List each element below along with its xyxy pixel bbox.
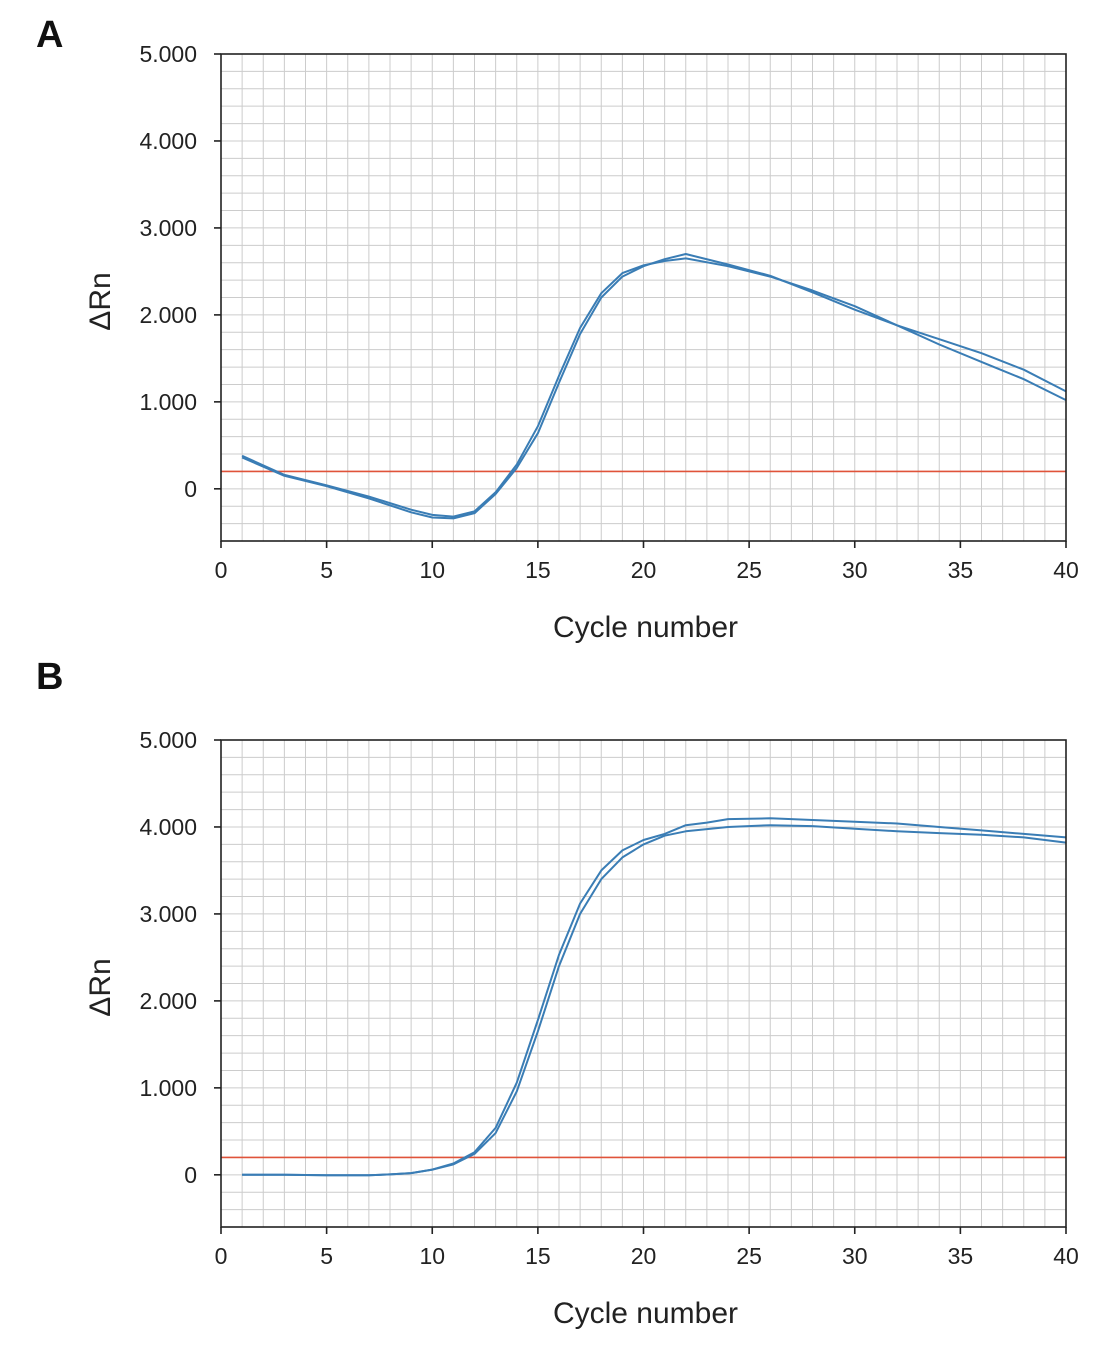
x-axis-title: Cycle number xyxy=(553,1297,738,1330)
y-tick-label: 1.000 xyxy=(139,389,197,415)
chart-a: 0 5 10 15 20 25 30 35 40 5.000 4.000 3.000 2.000 1.00… xyxy=(84,41,1079,644)
y-tick-label: 3.000 xyxy=(139,901,197,927)
x-axis-title: Cycle number xyxy=(553,611,738,644)
series-line-1 xyxy=(241,257,1067,518)
y-tick-label: 2.000 xyxy=(139,988,197,1014)
chart-b: 0 5 10 15 20 25 30 35 40 5.000 4.000 3.000 2.000 1.00… xyxy=(84,727,1079,1330)
x-tick-label: 40 xyxy=(1053,557,1079,583)
x-tick-label: 5 xyxy=(320,557,333,583)
y-tick-label: 0 xyxy=(184,476,197,502)
x-tick-label: 10 xyxy=(419,1243,445,1269)
y-axis-title: ΔRn xyxy=(84,958,117,1016)
x-tick-label: 25 xyxy=(736,557,762,583)
panel-label-a: A xyxy=(36,14,64,56)
grid xyxy=(220,739,1067,1228)
x-tick-label: 30 xyxy=(842,1243,868,1269)
series-line-2 xyxy=(241,253,1067,520)
y-tick-label: 4.000 xyxy=(139,814,197,840)
y-tick-label: 5.000 xyxy=(139,727,197,753)
x-tick-label: 25 xyxy=(736,1243,762,1269)
x-tick-label: 20 xyxy=(631,557,657,583)
series-line-2 xyxy=(242,817,1067,1177)
y-tick-label: 4.000 xyxy=(139,128,197,154)
x-tick-label: 35 xyxy=(948,1243,974,1269)
x-tick-label: 15 xyxy=(525,1243,551,1269)
y-tick-label: 1.000 xyxy=(139,1075,197,1101)
x-tick-label: 30 xyxy=(842,557,868,583)
x-tick-label: 10 xyxy=(419,557,445,583)
y-tick-label: 2.000 xyxy=(139,302,197,328)
x-tick-label: 0 xyxy=(215,1243,228,1269)
grid xyxy=(220,53,1067,542)
x-tick-label: 0 xyxy=(215,557,228,583)
y-axis-title: ΔRn xyxy=(84,272,117,330)
x-tick-label: 15 xyxy=(525,557,551,583)
x-tick-label: 40 xyxy=(1053,1243,1079,1269)
panel-label-b: B xyxy=(36,656,64,698)
x-tick-label: 20 xyxy=(631,1243,657,1269)
x-tick-label: 35 xyxy=(948,557,974,583)
y-tick-label: 0 xyxy=(184,1162,197,1188)
y-tick-label: 5.000 xyxy=(139,41,197,67)
y-tick-label: 3.000 xyxy=(139,215,197,241)
x-tick-label: 5 xyxy=(320,1243,333,1269)
